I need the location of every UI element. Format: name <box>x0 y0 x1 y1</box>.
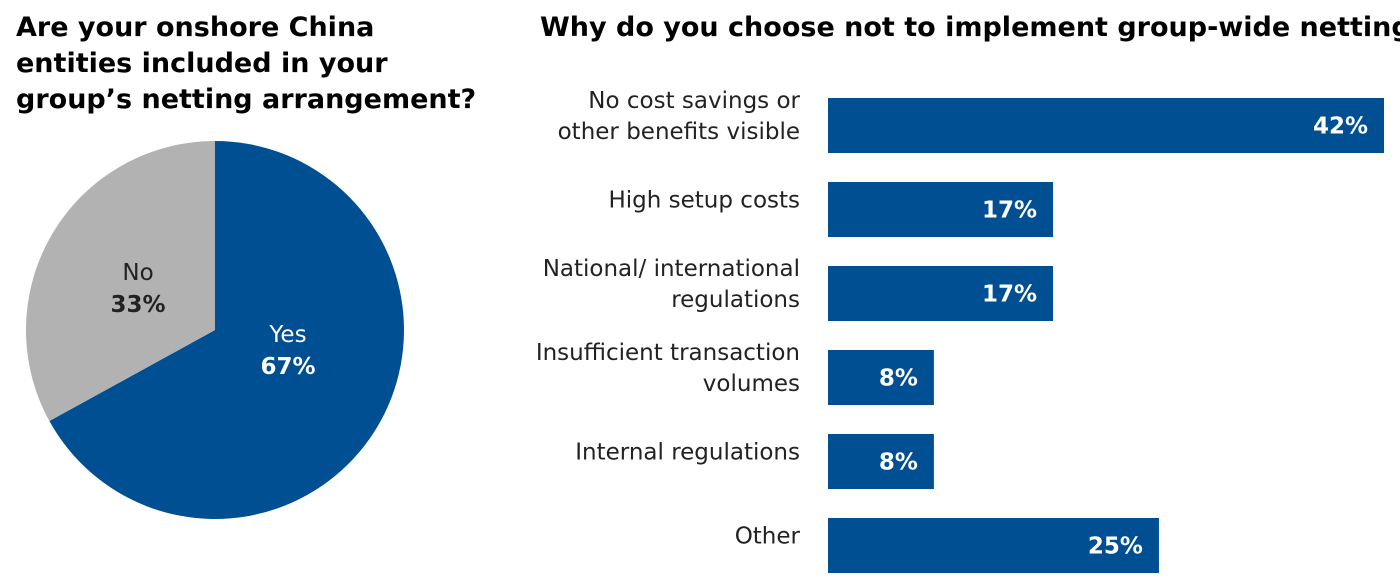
bar-category-label-1-0: High setup costs <box>608 188 800 214</box>
bar-value-label-1: 17% <box>982 198 1037 224</box>
pie-chart-title: Are your onshore China entities included… <box>16 12 477 115</box>
pie-chart: Yes 67% No 33% <box>26 141 405 519</box>
bar-value-label-5: 25% <box>1088 534 1143 560</box>
bar-value-label-4: 8% <box>879 450 918 476</box>
pie-slice-yes <box>49 141 405 519</box>
bar-chart-title: Why do you choose not to implement group… <box>540 12 1400 43</box>
pie-label-yes: Yes <box>268 322 306 348</box>
pie-value-yes: 67% <box>260 354 315 380</box>
bar-2 <box>828 266 1054 321</box>
bar-4 <box>828 434 934 489</box>
bar-category-label-3-1: volumes <box>703 371 800 397</box>
bar-0 <box>828 98 1384 153</box>
bar-5 <box>828 518 1159 573</box>
pie-label-no: No <box>122 260 153 286</box>
bar-category-label-2-1: regulations <box>671 287 800 313</box>
bar-category-label-3-0: Insufficient transaction <box>536 340 800 366</box>
bar-category-label-2-0: National/ international <box>543 256 800 282</box>
bar-value-label-3: 8% <box>879 366 918 392</box>
bar-category-label-5-0: Other <box>735 524 801 550</box>
pie-value-no: 33% <box>110 292 165 318</box>
bar-category-label-0-0: No cost savings or <box>588 88 800 114</box>
bar-value-label-2: 17% <box>982 282 1037 308</box>
bar-1 <box>828 182 1054 237</box>
bar-3 <box>828 350 934 405</box>
bar-value-label-0: 42% <box>1313 114 1368 140</box>
bar-category-label-0-1: other benefits visible <box>558 119 800 145</box>
pie-slice-no <box>26 141 215 422</box>
bar-category-label-4-0: Internal regulations <box>575 440 800 466</box>
